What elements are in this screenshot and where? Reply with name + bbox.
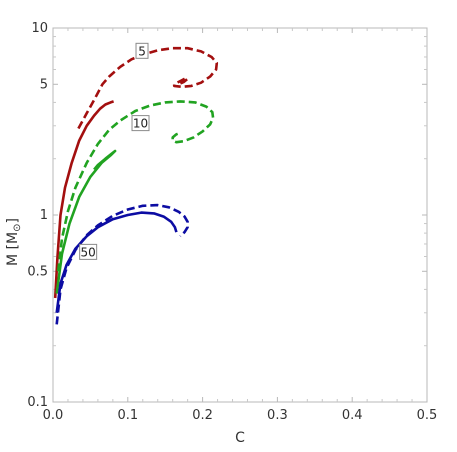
annotation-box (79, 243, 98, 260)
x-tick-label: 0.4 (342, 408, 363, 423)
series-layer (53, 46, 219, 325)
y-axis-label-close: ] (5, 218, 21, 223)
series-line-10-solid (55, 149, 117, 294)
y-axis-label: M [M⊙] (5, 218, 23, 266)
annotation-5: 5 (135, 42, 149, 59)
annotation-50: 50 (79, 243, 98, 260)
x-tick-label: 0.0 (43, 408, 64, 423)
annotation-10: 10 (131, 115, 150, 132)
axis-ticks (52, 27, 428, 403)
y-axis-label-sun-symbol: ⊙ (12, 224, 23, 232)
annotation-box (135, 42, 149, 59)
series-line-50-solid (55, 211, 178, 313)
series-line-50-dashed (55, 203, 189, 325)
annotation-label: 50 (81, 245, 96, 259)
series-line-5-solid (53, 100, 115, 299)
x-tick-label: 0.3 (267, 408, 288, 423)
y-tick-label: 5 (40, 77, 48, 92)
series-line-10-dashed (56, 100, 215, 272)
y-axis-label-main: M [M (5, 232, 21, 266)
y-tick-label: 0.1 (27, 395, 48, 410)
plot-frame (52, 27, 428, 403)
curve-annotations: 5 10 50 (79, 42, 150, 260)
annotation-box (131, 115, 150, 132)
y-tick-label: 0.5 (27, 264, 48, 279)
x-tick-label: 0.2 (192, 408, 213, 423)
x-tick-label: 0.5 (417, 408, 438, 423)
annotation-label: 10 (133, 117, 148, 131)
y-tick-label: 1 (40, 208, 48, 223)
x-tick-label: 0.1 (117, 408, 138, 423)
series-line-5-dashed (77, 46, 219, 130)
x-axis-label: C (235, 430, 245, 446)
annotation-label: 5 (138, 44, 146, 58)
y-tick-label: 10 (31, 21, 48, 36)
